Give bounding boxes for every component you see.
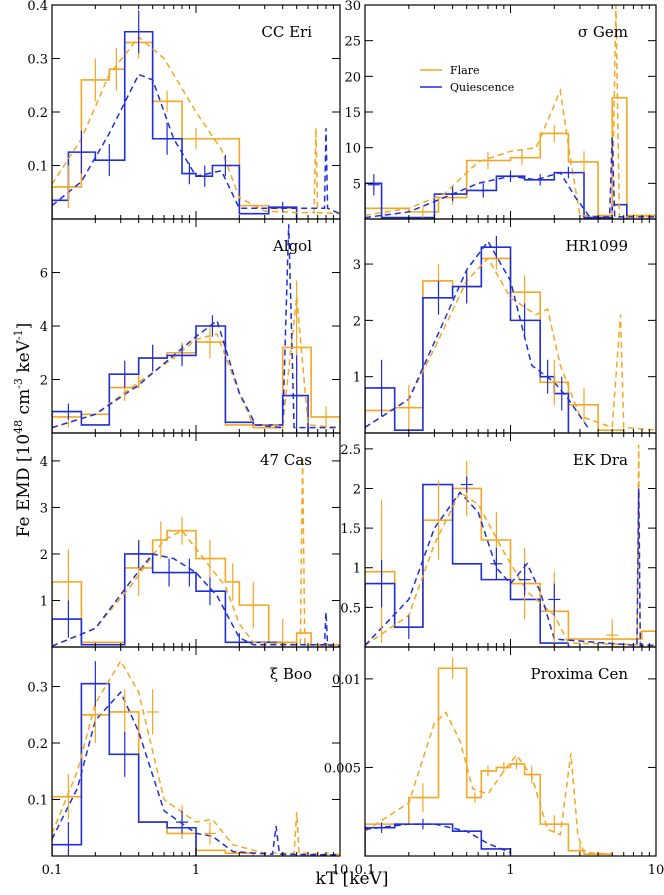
y-tick-label: 2 bbox=[40, 374, 48, 389]
y-tick-label: 4 bbox=[40, 455, 48, 470]
y-tick-label: 1 bbox=[40, 594, 48, 609]
y-tick-label: 1 bbox=[353, 562, 361, 577]
quiescence-model-curve bbox=[52, 73, 340, 215]
y-tick-label: 1 bbox=[353, 371, 361, 386]
panel-2: 5 10 15 20 25 30 σ Gem Flare Quiescence bbox=[344, 0, 657, 220]
quiescence-histogram bbox=[365, 823, 512, 856]
plot-area bbox=[52, 456, 340, 647]
x-tick-label: 1 bbox=[506, 863, 514, 878]
panel-title: HR1099 bbox=[565, 237, 628, 255]
y-tick-label: 0.2 bbox=[27, 737, 48, 752]
quiescence-model-curve bbox=[365, 488, 656, 647]
y-tick-label: 0.3 bbox=[27, 53, 48, 68]
flare-model-curve bbox=[365, 257, 656, 431]
y-tick-label: 0.1 bbox=[27, 160, 48, 175]
y-tick-label: 5 bbox=[353, 177, 361, 192]
quiescence-histogram bbox=[52, 30, 298, 219]
legend-quiescence-label: Quiescence bbox=[450, 81, 514, 94]
flare-histogram bbox=[365, 257, 625, 433]
panel-title: Proxima Cen bbox=[531, 665, 629, 683]
plot-area bbox=[52, 10, 340, 219]
x-tick-labels: 0.1 1 10 0.1 1 10 bbox=[42, 863, 664, 878]
quiescence-histogram bbox=[52, 553, 284, 647]
panel-5: 1 2 3 4 47 Cas bbox=[40, 432, 341, 648]
y-tick-label: 1.5 bbox=[340, 522, 361, 537]
flare-model-curve bbox=[52, 456, 340, 647]
flare-model-curve bbox=[52, 296, 340, 429]
y-axis-title: Fe EMD [1048 cm-3 keV-1] bbox=[12, 323, 34, 538]
x-tick-label: 0.1 bbox=[42, 863, 63, 878]
legend-flare-label: Flare bbox=[450, 64, 479, 77]
flare-model-curve bbox=[365, 444, 656, 647]
plot-area bbox=[365, 235, 656, 433]
flare-histogram bbox=[365, 667, 613, 856]
x-tick-label: 10 bbox=[648, 863, 664, 878]
quiescence-model-curve bbox=[365, 136, 656, 219]
y-tick-label: 0.5 bbox=[340, 601, 361, 616]
plot-area bbox=[52, 659, 340, 856]
y-tick-label: 0.01 bbox=[332, 673, 361, 688]
quiescence-model-curve bbox=[365, 240, 591, 431]
y-tick-label: 15 bbox=[344, 106, 361, 121]
quiescence-histogram bbox=[52, 325, 309, 433]
panel-7: 0.1 0.2 0.3 ξ Boo bbox=[27, 646, 341, 857]
plot-area bbox=[52, 224, 340, 433]
plot-area bbox=[365, 5, 656, 219]
flare-model-curve bbox=[365, 711, 613, 855]
y-tick-label: 0.4 bbox=[27, 0, 48, 14]
quiescence-model-curve bbox=[52, 224, 340, 429]
x-tick-label: 1 bbox=[192, 863, 200, 878]
panel-1: 0.1 0.2 0.3 0.4 CC Eri bbox=[27, 0, 341, 220]
y-tick-label: 3 bbox=[353, 258, 361, 273]
panel-4: 1 2 3 HR1099 bbox=[353, 218, 657, 434]
y-tick-label: 20 bbox=[344, 70, 361, 85]
panel-title: σ Gem bbox=[578, 23, 628, 41]
y-tick-label: 0.3 bbox=[27, 681, 48, 696]
flare-model-curve bbox=[52, 36, 340, 215]
plot-area bbox=[365, 657, 613, 856]
y-tick-label: 0.2 bbox=[27, 106, 48, 121]
y-tick-label: 2 bbox=[40, 548, 48, 563]
quiescence-histogram bbox=[365, 483, 570, 647]
y-tick-label: 2 bbox=[353, 314, 361, 329]
panels-group: 0.1 0.2 0.3 0.4 CC Eri 5 10 15 20 25 30 σ Gem Flare Q… bbox=[27, 0, 657, 857]
y-tick-label: 30 bbox=[344, 0, 361, 14]
x-tick-label: 10 bbox=[332, 863, 349, 878]
x-axis-title: kT [keV] bbox=[316, 869, 389, 889]
y-tick-label: 0.005 bbox=[324, 761, 361, 776]
y-tick-label: 2.5 bbox=[340, 443, 361, 458]
y-tick-label: 25 bbox=[344, 35, 361, 50]
quiescence-model-curve bbox=[52, 553, 340, 647]
y-tick-label: 3 bbox=[40, 501, 48, 516]
quiescence-histogram bbox=[365, 171, 628, 219]
y-tick-label: 10 bbox=[344, 142, 361, 157]
quiescence-model-curve bbox=[365, 823, 511, 854]
y-tick-label: 2 bbox=[353, 482, 361, 497]
quiescence-histogram bbox=[52, 682, 197, 856]
legend: Flare Quiescence bbox=[420, 64, 514, 94]
panel-title: ξ Boo bbox=[270, 665, 312, 683]
flare-model-curve bbox=[52, 659, 340, 856]
y-tick-label: 4 bbox=[40, 320, 48, 335]
panel-title: Algol bbox=[272, 237, 312, 255]
panel-6: 0.5 1 1.5 2 2.5 EK Dra bbox=[340, 432, 657, 648]
panel-title: CC Eri bbox=[261, 23, 312, 41]
y-tick-label: 6 bbox=[40, 267, 48, 282]
x-tick-label: 0.1 bbox=[355, 863, 376, 878]
plot-area bbox=[365, 444, 656, 647]
y-tick-label: 0.1 bbox=[27, 794, 48, 809]
panel-3: 2 4 6 Algol bbox=[40, 218, 341, 434]
panel-title: 47 Cas bbox=[260, 451, 312, 469]
flare-model-curve bbox=[365, 5, 656, 218]
panel-title: EK Dra bbox=[573, 451, 628, 469]
panel-8: 0.005 0.01 Proxima Cen bbox=[324, 646, 657, 857]
quiescence-model-curve bbox=[52, 690, 340, 856]
flare-histogram bbox=[52, 41, 298, 219]
